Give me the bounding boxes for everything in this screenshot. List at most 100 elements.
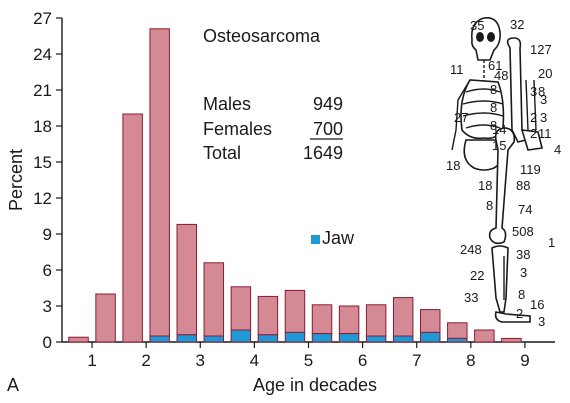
bar-jaw [257, 334, 279, 343]
skeleton-label: 3 [520, 265, 527, 280]
bar-other [284, 289, 306, 333]
stat-label-males: Males [203, 94, 251, 114]
bar-jaw [392, 335, 414, 343]
bar-jaw [230, 329, 252, 343]
skeleton-label: 18 [478, 178, 492, 193]
stat-value-total: 1649 [303, 143, 343, 163]
panel-label: A [7, 375, 19, 395]
bar-other [474, 329, 495, 343]
y-ticks: 0 3 6 9 12 15 18 21 24 27 [33, 9, 62, 352]
bar-jaw [176, 334, 197, 343]
bar-jaw [365, 335, 387, 343]
skeleton-label: 4 [554, 142, 561, 157]
x-tick-label: 3 [196, 351, 205, 370]
bar-other [257, 295, 279, 336]
stat-value-females: 700 [313, 119, 343, 139]
skeleton-label: 22 [470, 268, 484, 283]
bar-jaw [203, 335, 225, 343]
bar-other [365, 304, 387, 337]
bar-other [68, 336, 89, 343]
skeleton-label: 11 [538, 126, 552, 141]
y-tick-label: 9 [43, 225, 52, 244]
skeleton-label: 20 [538, 66, 552, 81]
bar-other [501, 337, 522, 343]
skeleton-label: 38 [516, 247, 530, 262]
y-tick-label: 24 [33, 45, 52, 64]
skeleton-label: 8 [518, 287, 525, 302]
x-tick-label: 2 [141, 351, 150, 370]
x-tick-label: 4 [250, 351, 259, 370]
bar-other [311, 304, 333, 335]
skeleton-label: 8 [490, 100, 497, 115]
skeleton-label: 8 [490, 118, 497, 133]
skeleton-label: 2 [530, 126, 537, 141]
bar-other [176, 223, 197, 336]
skeleton-label: 48 [494, 68, 508, 83]
eye-socket-right [487, 32, 495, 42]
skeleton-label: 18 [446, 158, 460, 173]
x-tick-label: 9 [520, 351, 529, 370]
skeleton-label: 3 [538, 314, 545, 329]
skeleton-label: 27 [454, 110, 468, 125]
x-tick-label: 8 [466, 351, 475, 370]
bar-other [122, 113, 143, 343]
skeleton-label: 32 [510, 17, 524, 32]
bars [68, 28, 522, 343]
skeleton-label: 8 [538, 84, 545, 99]
skeleton-label: 8 [486, 198, 493, 213]
y-tick-label: 6 [43, 261, 52, 280]
bar-jaw [338, 333, 360, 343]
y-axis-title: Percent [6, 149, 26, 211]
x-ticks: 1 2 3 4 5 6 7 8 9 [87, 342, 530, 370]
bar-jaw [420, 331, 441, 343]
stat-label-females: Females [203, 119, 272, 139]
bar-jaw [284, 331, 306, 343]
skeleton-label: 15 [492, 138, 506, 153]
skeleton-label: 2 [530, 110, 537, 125]
bar-other [447, 322, 468, 339]
y-tick-label: 27 [33, 9, 52, 28]
y-tick-label: 12 [33, 189, 52, 208]
skeleton-label: 119 [520, 162, 541, 177]
skeleton-label: 127 [530, 42, 552, 57]
skeleton-label: 11 [450, 62, 464, 77]
y-tick-label: 3 [43, 297, 52, 316]
legend-swatch-jaw [311, 235, 320, 244]
skeleton-label: 248 [460, 242, 482, 257]
skeleton-illustration [451, 16, 543, 323]
bar-other [338, 305, 360, 335]
bar-other [230, 286, 252, 331]
y-tick-label: 15 [33, 153, 52, 172]
stat-value-males: 949 [313, 94, 343, 114]
bar-other [203, 262, 225, 337]
skeleton-label: 3 [540, 110, 547, 125]
y-tick-label: 0 [43, 333, 52, 352]
bar-other [392, 297, 414, 337]
skeleton-label: 1 [548, 235, 555, 250]
x-tick-label: 7 [412, 351, 421, 370]
x-tick-label: 6 [358, 351, 367, 370]
skeleton-label: 61 [488, 58, 502, 73]
bar-jaw [149, 335, 170, 343]
x-tick-label: 5 [304, 351, 313, 370]
skeleton-label: 3 [530, 84, 537, 99]
skeleton-label: 35 [470, 18, 484, 33]
bar-jaw [311, 333, 333, 343]
y-tick-label: 21 [33, 81, 52, 100]
skeleton-label: 2 [516, 306, 523, 321]
bar-other [149, 28, 170, 337]
y-tick-label: 18 [33, 117, 52, 136]
skeleton-label: 88 [516, 178, 530, 193]
legend-label-jaw: Jaw [322, 228, 355, 248]
bar-other [420, 309, 441, 333]
skeleton-label: 14 [492, 122, 506, 137]
skeleton-label: 33 [464, 290, 478, 305]
stat-label-total: Total [203, 143, 241, 163]
bar-other [95, 293, 116, 343]
skeleton-label: 8 [490, 82, 497, 97]
skeleton-label: 508 [512, 224, 534, 239]
eye-socket-left [476, 32, 484, 42]
skeleton-label: 3 [540, 92, 547, 107]
